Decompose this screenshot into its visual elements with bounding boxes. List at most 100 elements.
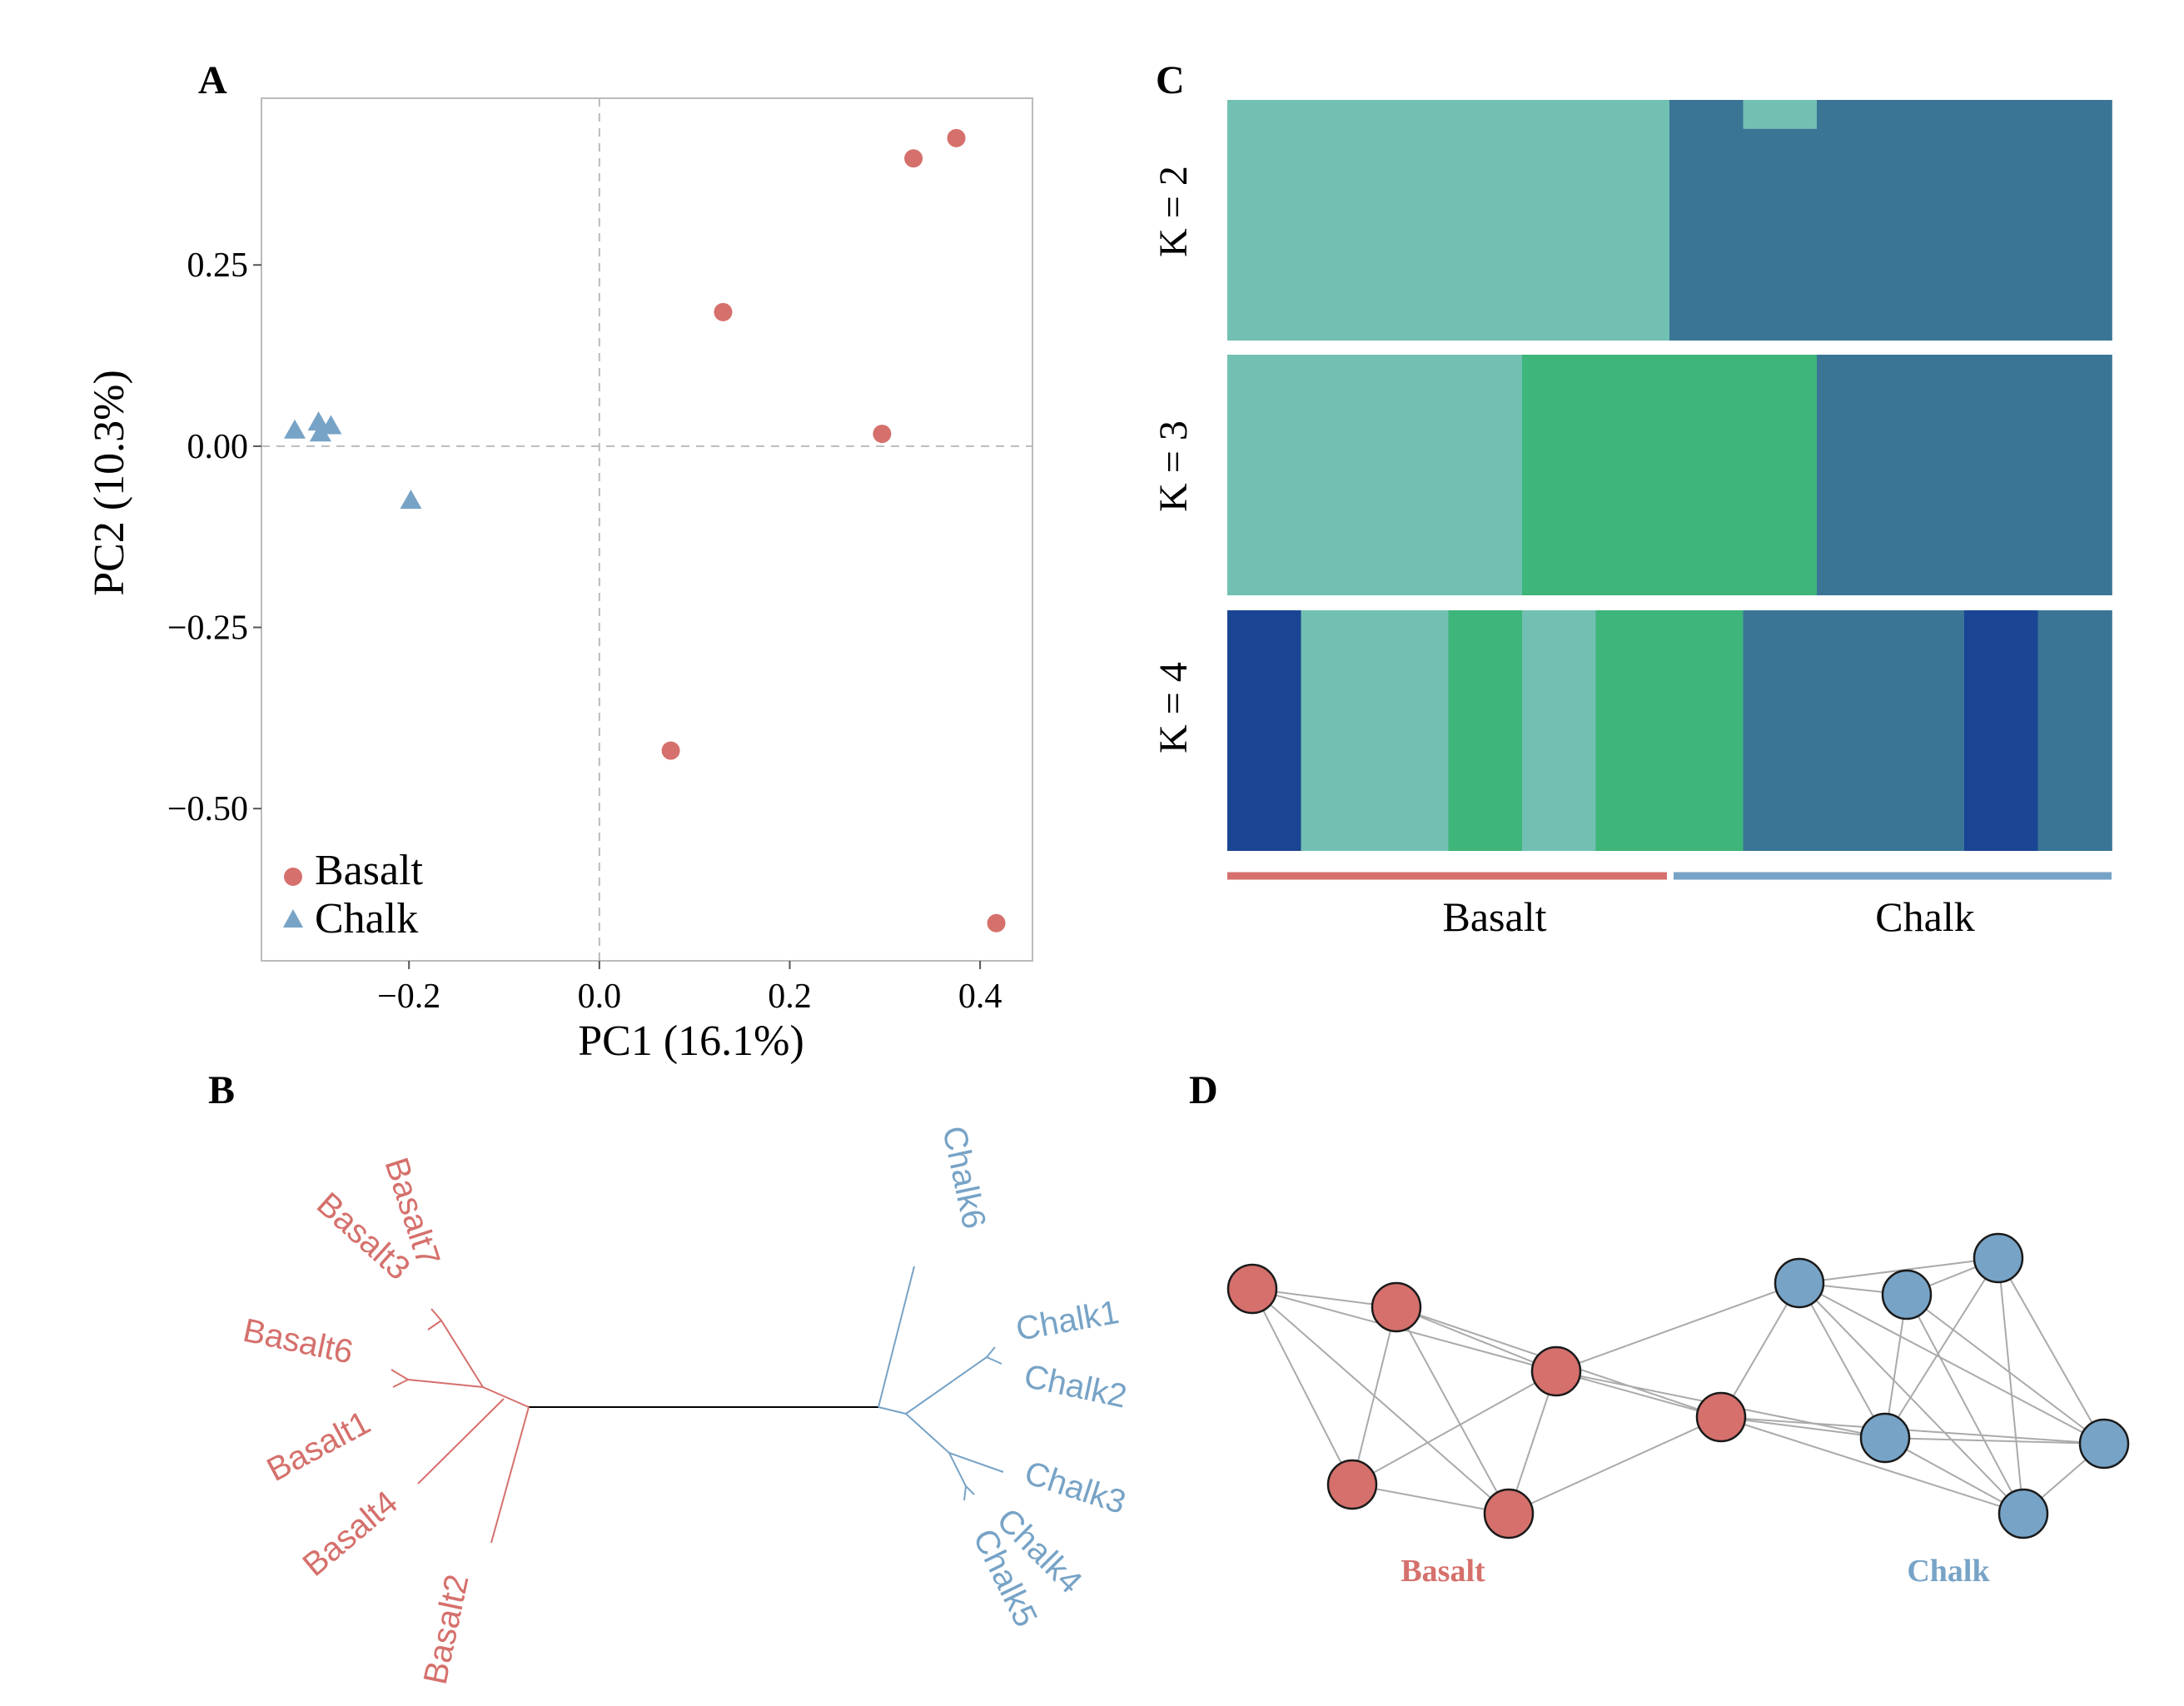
- pca-y-ticks: 0.25 0.00 −0.25 −0.50: [167, 246, 261, 828]
- pca-plot-frame: [261, 97, 1033, 962]
- tree-branch: [986, 1356, 1002, 1365]
- tip-label-basalt4: Basalt4: [296, 1484, 405, 1583]
- tree: Basalt7 Basalt3 Basalt6 Basalt1 Basalt4 …: [240, 1123, 1130, 1688]
- network-node-basalt: [1226, 1263, 1278, 1315]
- tip-label-basalt1: Basalt1: [261, 1404, 376, 1488]
- network-node-chalk: [2078, 1418, 2130, 1470]
- panel-label-b: B: [208, 1068, 235, 1112]
- pca-y-tick-label: −0.50: [167, 790, 248, 828]
- network-edge: [1884, 1257, 1999, 1439]
- structure-bar-segment: [1595, 610, 1670, 851]
- structure-basalt-label: Basalt: [1443, 893, 1547, 940]
- structure-bar-segment: [1595, 100, 1670, 341]
- structure-bar-segment: [1301, 355, 1376, 595]
- tree-branch: [948, 1452, 1004, 1473]
- pca-point-basalt: [904, 149, 923, 168]
- network-edge: [1884, 1437, 2024, 1515]
- tip-label-chalk3: Chalk3: [1020, 1455, 1130, 1521]
- network-edge: [1720, 1416, 1886, 1439]
- panel-label-c: C: [1156, 58, 1185, 102]
- tree-branch: [430, 1308, 442, 1321]
- pca-point-chalk: [400, 490, 422, 510]
- structure-bar-segment: [1595, 355, 1670, 595]
- structure-bar-segment: [1448, 355, 1523, 595]
- pca-point-basalt: [947, 128, 966, 147]
- pca-y-tick-label: 0.00: [187, 428, 249, 466]
- pca-point-chalk: [284, 419, 306, 439]
- structure-bar-segment: [1227, 100, 1302, 341]
- pca-point-basalt: [661, 741, 680, 760]
- network-node-chalk: [1774, 1257, 1825, 1309]
- structure-bar-segment: [1375, 100, 1450, 341]
- network-edge: [1798, 1282, 2105, 1445]
- panel-label-d: D: [1189, 1068, 1218, 1112]
- network-edge: [1251, 1288, 1353, 1485]
- network-node-chalk: [1973, 1232, 2024, 1284]
- structure-bar-segment: [1743, 128, 1818, 341]
- structure-bar-segment: [1817, 100, 1892, 341]
- tree-branch: [905, 1356, 988, 1415]
- tip-label-chalk1: Chalk1: [1013, 1294, 1122, 1348]
- structure-bar-segment: [1522, 355, 1597, 595]
- tip-label-chalk6: Chalk6: [935, 1123, 993, 1232]
- k2-label: K = 2: [1152, 166, 1196, 257]
- structure-bar-segment: [1522, 100, 1597, 341]
- structure-bar-segment: [1817, 355, 1892, 595]
- pca-x-ticks: −0.2 0.0 0.2 0.4: [377, 961, 1002, 1016]
- structure-bar-segment: [1890, 100, 1965, 341]
- structure-bar-segment: [1522, 610, 1597, 851]
- structure-bar-segment: [1743, 610, 1818, 851]
- network-edge: [1798, 1257, 1999, 1284]
- tree-basalt-branches: [391, 1308, 530, 1544]
- network-node-chalk: [1881, 1269, 1933, 1321]
- network-node-basalt: [1326, 1459, 1378, 1510]
- network-edge: [1555, 1370, 1722, 1418]
- network-basalt-label: Basalt: [1400, 1554, 1485, 1589]
- tree-branch: [905, 1413, 950, 1454]
- pca-legend: Basalt Chalk: [283, 847, 424, 943]
- structure-bar-segment: [1669, 100, 1744, 341]
- structure-bar-segment: [1301, 100, 1376, 341]
- structure-bars: [1227, 100, 2112, 851]
- pca-x-tick-label: 0.2: [768, 977, 812, 1016]
- network-edge: [1555, 1282, 1800, 1372]
- pca-x-tick-label: −0.2: [377, 977, 440, 1016]
- network-node-chalk: [1859, 1412, 1911, 1464]
- structure-bar-segment: [1669, 610, 1744, 851]
- tree-branch: [878, 1266, 915, 1408]
- tree-tip-labels: Basalt7 Basalt3 Basalt6 Basalt1 Basalt4 …: [240, 1123, 1130, 1688]
- network-node-chalk: [1997, 1488, 2049, 1539]
- tree-branch: [986, 1346, 996, 1358]
- pca-y-tick-label: −0.25: [167, 609, 248, 648]
- network-node-basalt: [1483, 1488, 1535, 1539]
- structure-bar-segment: [1964, 355, 2039, 595]
- network-nodes: [1226, 1232, 2130, 1539]
- pca-point-chalk: [320, 415, 342, 435]
- structure-bar-segment: [1964, 100, 2039, 341]
- structure-bar-segment: [1743, 100, 1818, 129]
- structure-bar-segment: [1964, 610, 2039, 851]
- tip-label-basalt2: Basalt2: [417, 1571, 476, 1688]
- structure-bar-segment: [1890, 355, 1965, 595]
- network-edge: [1997, 1257, 2024, 1515]
- legend-chalk-marker: [283, 909, 303, 928]
- k3-label: K = 3: [1152, 420, 1196, 512]
- structure-row-labels: K = 2 K = 3 K = 4: [1152, 166, 1196, 754]
- network-edge: [1720, 1282, 1800, 1418]
- k4-label: K = 4: [1152, 662, 1196, 754]
- network-edge: [1351, 1306, 1397, 1485]
- tree-branch: [427, 1320, 442, 1330]
- legend-basalt-label: Basalt: [315, 847, 424, 894]
- network-node-basalt: [1695, 1391, 1747, 1443]
- structure-bar-segment: [1817, 610, 1892, 851]
- pca-y-tick-label: 0.25: [187, 246, 249, 285]
- structure-bar-segment: [1743, 355, 1818, 595]
- network-edge: [1720, 1416, 2105, 1445]
- tree-branch: [391, 1369, 409, 1380]
- network-edge: [1251, 1288, 1510, 1515]
- tree-branch: [878, 1406, 907, 1415]
- network-edge: [1395, 1306, 1510, 1515]
- structure-bar-segment: [1227, 355, 1302, 595]
- tree-branch: [440, 1320, 530, 1408]
